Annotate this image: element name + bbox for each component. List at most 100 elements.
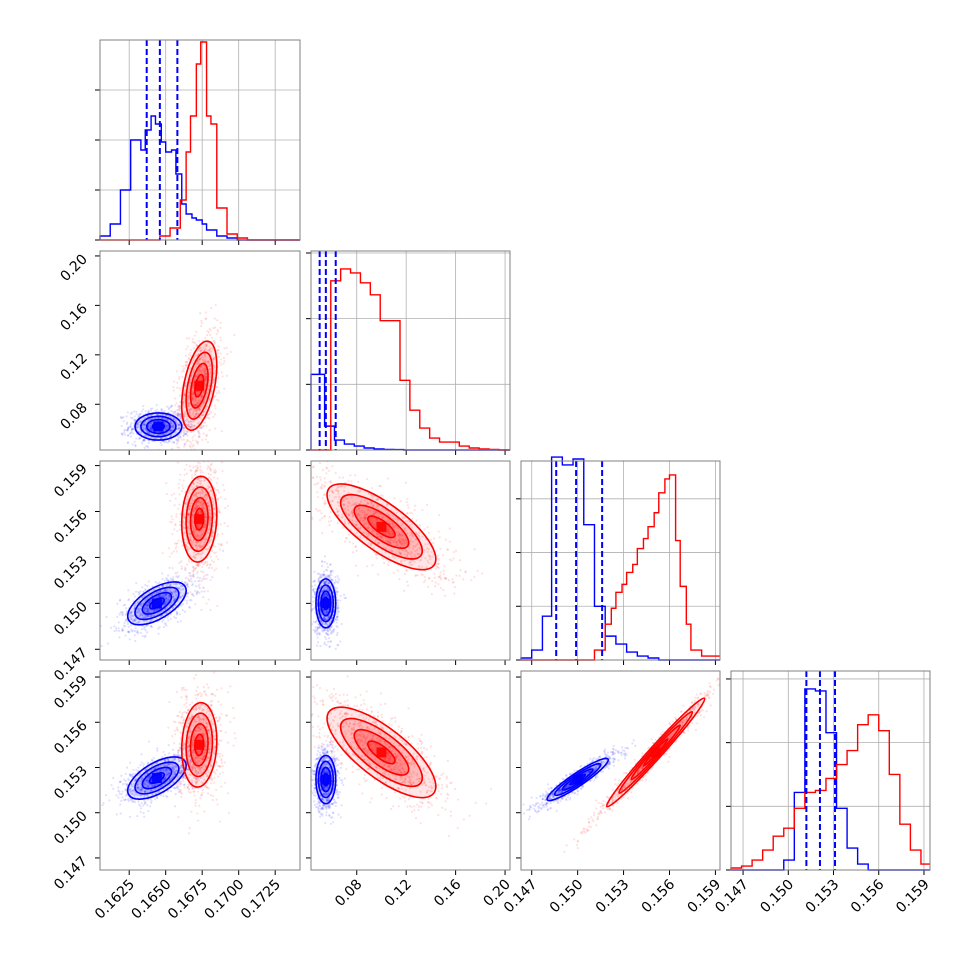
- scatter-point: [207, 504, 211, 507]
- scatter-point: [198, 546, 202, 549]
- scatter-point: [202, 446, 204, 448]
- scatter-point: [182, 438, 185, 441]
- hist-panel-p1: [95, 39, 301, 245]
- scatter-point: [139, 631, 143, 634]
- scatter-point: [126, 421, 129, 424]
- scatter-point: [216, 604, 219, 607]
- scatter-point: [142, 424, 146, 427]
- scatter-point: [163, 589, 167, 592]
- scatter-point: [144, 428, 148, 431]
- scatter-point: [180, 604, 183, 607]
- scatter-point: [335, 616, 339, 619]
- scatter-point: [325, 610, 329, 613]
- scatter-point: [191, 593, 194, 596]
- scatter-point: [187, 585, 190, 589]
- scatter-point: [142, 427, 145, 430]
- scatter-point: [327, 616, 330, 620]
- scatter-point: [222, 483, 225, 487]
- scatter-point: [208, 519, 211, 522]
- scatter-point: [192, 483, 195, 486]
- scatter-point: [219, 544, 222, 547]
- scatter-point: [143, 446, 146, 449]
- scatter-point: [204, 377, 208, 381]
- scatter-point: [342, 499, 345, 502]
- scatter-point: [169, 421, 172, 424]
- scatter-point: [121, 629, 124, 633]
- scatter-point: [351, 513, 354, 516]
- scatter-point: [200, 348, 203, 351]
- scatter-point: [188, 579, 191, 582]
- scatter-point: [167, 588, 170, 591]
- scatter-point: [214, 551, 217, 554]
- scatter-point: [337, 581, 340, 584]
- scatter-point: [170, 428, 173, 431]
- scatter-point: [400, 562, 403, 565]
- scatter-point: [337, 643, 340, 646]
- scatter-point: [201, 551, 205, 554]
- scatter-point: [161, 595, 164, 598]
- scatter-point: [191, 359, 195, 362]
- scatter-point: [118, 599, 122, 602]
- scatter-point: [347, 522, 350, 525]
- scatter-point: [164, 621, 167, 625]
- scatter-point: [132, 592, 135, 596]
- scatter-point: [281, 471, 283, 473]
- scatter-point: [395, 540, 398, 544]
- scatter-point: [195, 362, 198, 365]
- scatter-point: [213, 569, 216, 572]
- scatter-point: [198, 462, 201, 465]
- scatter-point: [225, 541, 229, 544]
- scatter-point: [143, 609, 146, 612]
- scatter-point: [209, 512, 212, 516]
- scatter-point: [159, 589, 162, 592]
- scatter-point: [173, 589, 176, 593]
- scatter-point: [138, 437, 141, 440]
- scatter-point: [211, 497, 215, 500]
- scatter-point: [165, 598, 168, 601]
- scatter-point: [342, 593, 346, 596]
- scatter-point: [176, 446, 179, 449]
- scatter-point: [217, 542, 220, 546]
- scatter-point: [208, 486, 211, 489]
- scatter-point: [154, 596, 157, 599]
- scatter-point: [147, 580, 150, 583]
- scatter-point: [196, 442, 199, 445]
- scatter-point: [205, 374, 208, 377]
- scatter-point: [161, 417, 164, 420]
- scatter-point: [175, 442, 179, 445]
- scatter-point: [394, 517, 397, 520]
- scatter-point: [193, 486, 196, 489]
- scatter-point: [202, 349, 206, 353]
- scatter-point: [324, 580, 327, 583]
- scatter-point: [141, 426, 144, 429]
- scatter-point: [144, 616, 147, 619]
- scatter-point: [161, 572, 164, 575]
- scatter-point: [183, 516, 186, 519]
- scatter-point: [146, 597, 150, 600]
- scatter-point: [161, 413, 164, 416]
- hist-panel-p3: [516, 456, 721, 665]
- scatter-point: [359, 537, 362, 540]
- scatter-point: [315, 619, 319, 622]
- scatter-point: [200, 396, 203, 399]
- scatter-point: [191, 390, 194, 394]
- scatter-point: [323, 588, 326, 591]
- scatter-point: [145, 445, 148, 448]
- scatter-point: [201, 565, 204, 569]
- scatter-point: [164, 425, 168, 428]
- scatter-point: [181, 426, 184, 429]
- scatter-point: [208, 486, 211, 489]
- scatter-point: [329, 562, 332, 566]
- scatter-point: [205, 494, 208, 497]
- scatter-point: [187, 423, 191, 426]
- scatter-point: [171, 424, 174, 427]
- scatter-point: [174, 547, 177, 550]
- scatter-point: [191, 485, 194, 488]
- scatter-point: [208, 500, 211, 503]
- scatter-point: [195, 563, 198, 566]
- scatter-point: [208, 508, 211, 512]
- scatter-point: [144, 629, 147, 632]
- scatter-point: [211, 566, 214, 570]
- scatter-point: [201, 502, 205, 505]
- scatter-point: [175, 575, 178, 578]
